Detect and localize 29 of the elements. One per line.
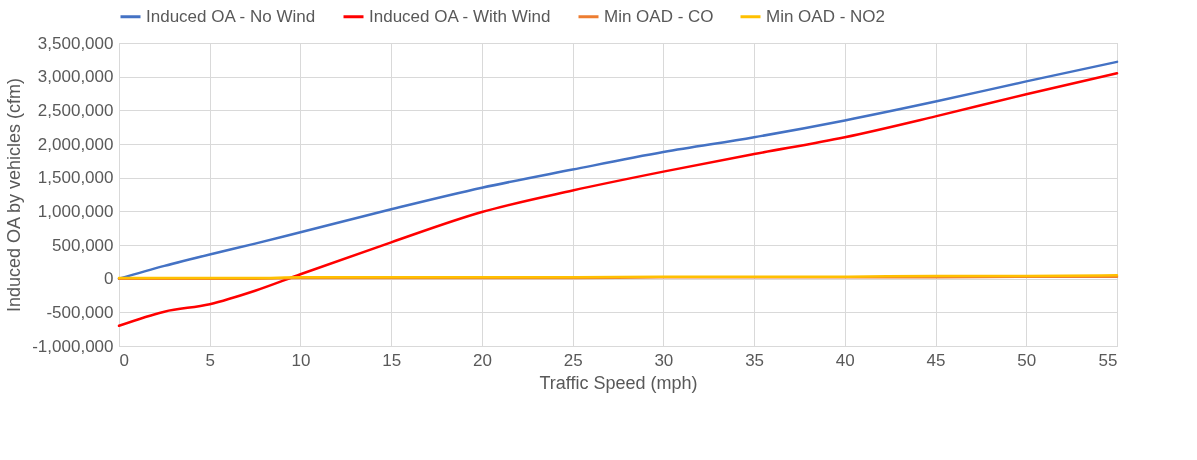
x-tick-label: 30: [654, 350, 674, 370]
y-tick-label: 500,000: [52, 235, 114, 255]
y-tick-label: 3,000,000: [37, 67, 114, 87]
x-tick-label: 40: [835, 350, 855, 370]
x-tick-label: 5: [205, 350, 215, 370]
y-tick-label: -1,000,000: [32, 336, 114, 356]
y-tick-label: 1,000,000: [37, 201, 114, 221]
y-tick-label: -500,000: [46, 302, 114, 322]
x-tick-label: 15: [382, 350, 402, 370]
y-tick-label: 3,500,000: [37, 33, 114, 53]
x-tick-label: 35: [745, 350, 765, 370]
x-tick-label: 0: [119, 350, 129, 370]
x-tick-label: 45: [926, 350, 946, 370]
legend-label: Min OAD - NO2: [766, 6, 886, 26]
legend-label: Induced OA - With Wind: [369, 6, 551, 26]
x-tick-label: 55: [1098, 350, 1118, 370]
x-tick-label: 10: [291, 350, 311, 370]
legend-label: Induced OA - No Wind: [146, 6, 316, 26]
y-tick-label: 2,000,000: [37, 134, 114, 154]
x-tick-label: 50: [1017, 350, 1037, 370]
legend-label: Min OAD - CO: [604, 6, 714, 26]
x-tick-label: 20: [472, 350, 492, 370]
y-tick-label: 0: [104, 269, 114, 289]
line-series: [117, 72, 1119, 328]
y-tick-label: 1,500,000: [37, 168, 114, 188]
x-tick-label: 25: [563, 350, 583, 370]
x-axis-title: Traffic Speed (mph): [539, 372, 698, 393]
y-tick-label: 2,500,000: [37, 100, 114, 120]
y-axis-title: Induced OA by vehicles (cfm): [4, 77, 25, 313]
